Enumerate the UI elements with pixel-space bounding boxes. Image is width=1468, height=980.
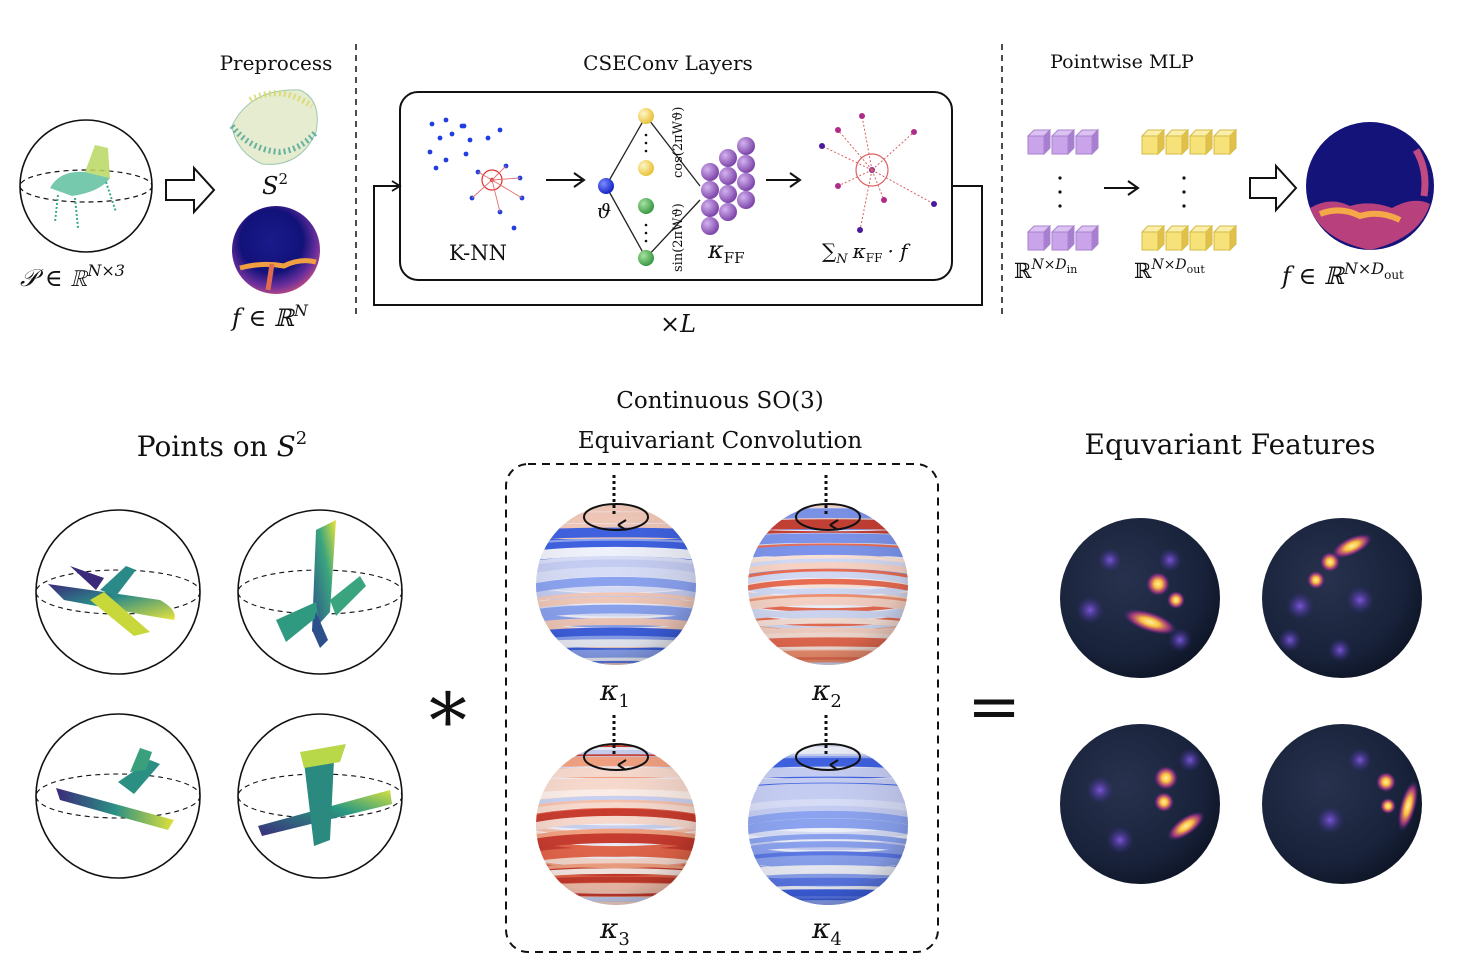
arrow-ff-to-sum — [766, 172, 802, 188]
points-title: Points on S2 — [137, 428, 308, 463]
hollow-arrow-1 — [165, 165, 216, 215]
kernel-sphere-1 — [536, 475, 696, 665]
convolution-symbol: ∗ — [422, 661, 474, 750]
ff-cos-label: cos(2πWϑ) — [671, 107, 686, 178]
chair-point-cloud — [50, 145, 117, 229]
feature-sphere-2 — [1262, 518, 1422, 678]
knn-graph — [427, 117, 525, 231]
input-point-cloud-sphere — [19, 119, 153, 253]
sum-label: ∑N κFF · f — [822, 239, 911, 267]
kappa-ff-label: κFF — [707, 236, 745, 267]
mlp-input-ellipsis — [1058, 176, 1062, 208]
s2-point-cloud — [229, 89, 319, 165]
conv-title-line2: Equivariant Convolution — [578, 428, 863, 454]
feedback-loop — [373, 185, 983, 306]
knn-label: K-NN — [449, 241, 507, 265]
arrow-knn-to-ff — [546, 172, 586, 188]
hollow-arrow-2 — [1249, 163, 1298, 213]
mlp-in-label: ℝN×Din — [1014, 257, 1077, 283]
s2-label: S2 — [262, 170, 288, 200]
input-label: 𝒫 ∈ ℝN×3 — [20, 261, 125, 292]
preprocess-title: Preprocess — [220, 51, 333, 75]
repeat-label: ×L — [660, 310, 696, 338]
mlp-input-cubes — [1026, 128, 1100, 252]
f-label: f ∈ ℝN — [230, 301, 309, 332]
features-title: Equvariant Features — [1085, 428, 1376, 461]
mlp-output-ellipsis — [1182, 176, 1186, 208]
kernel-sphere-4 — [748, 715, 908, 905]
conv-title-line1: Continuous SO(3) — [616, 388, 823, 414]
airplane-sphere-1 — [35, 509, 201, 675]
theta-label: ϑ — [597, 199, 611, 223]
kernel-spheres — [536, 475, 908, 905]
kernel-1-label: κ1 — [599, 674, 630, 712]
arrow-mlp — [1104, 180, 1140, 196]
cseconv-title: CSEConv Layers — [583, 51, 753, 75]
mlp-out-label: ℝN×Dout — [1134, 257, 1205, 283]
feature-sphere-4 — [1262, 724, 1422, 884]
equals-symbol: = — [967, 670, 1021, 744]
kernel-4-label: κ4 — [811, 912, 842, 950]
kappa-ff-neurons — [701, 137, 755, 235]
feature-sphere-3 — [1060, 724, 1220, 884]
feature-sphere-1 — [1060, 518, 1220, 678]
plasma-signal-sphere — [232, 206, 320, 294]
kernel-sphere-2 — [748, 475, 908, 665]
airplane-sphere-3 — [35, 713, 201, 879]
kernel-2-label: κ2 — [811, 674, 842, 712]
kernel-panel — [505, 463, 939, 953]
mlp-output-cubes — [1140, 128, 1238, 252]
airplane-sphere-2 — [237, 509, 403, 675]
mlp-title: Pointwise MLP — [1050, 51, 1194, 73]
airplane-sphere-4 — [237, 713, 403, 879]
ff-sin-label: sin(2πWϑ) — [671, 203, 686, 272]
kernel-3-label: κ3 — [599, 912, 630, 950]
fourier-feature-network — [598, 108, 701, 266]
kernel-sphere-3 — [536, 715, 696, 905]
aggregation-graph — [819, 113, 937, 233]
output-label: f ∈ ℝN×Dout — [1280, 259, 1404, 290]
output-feature-sphere — [1306, 122, 1434, 250]
